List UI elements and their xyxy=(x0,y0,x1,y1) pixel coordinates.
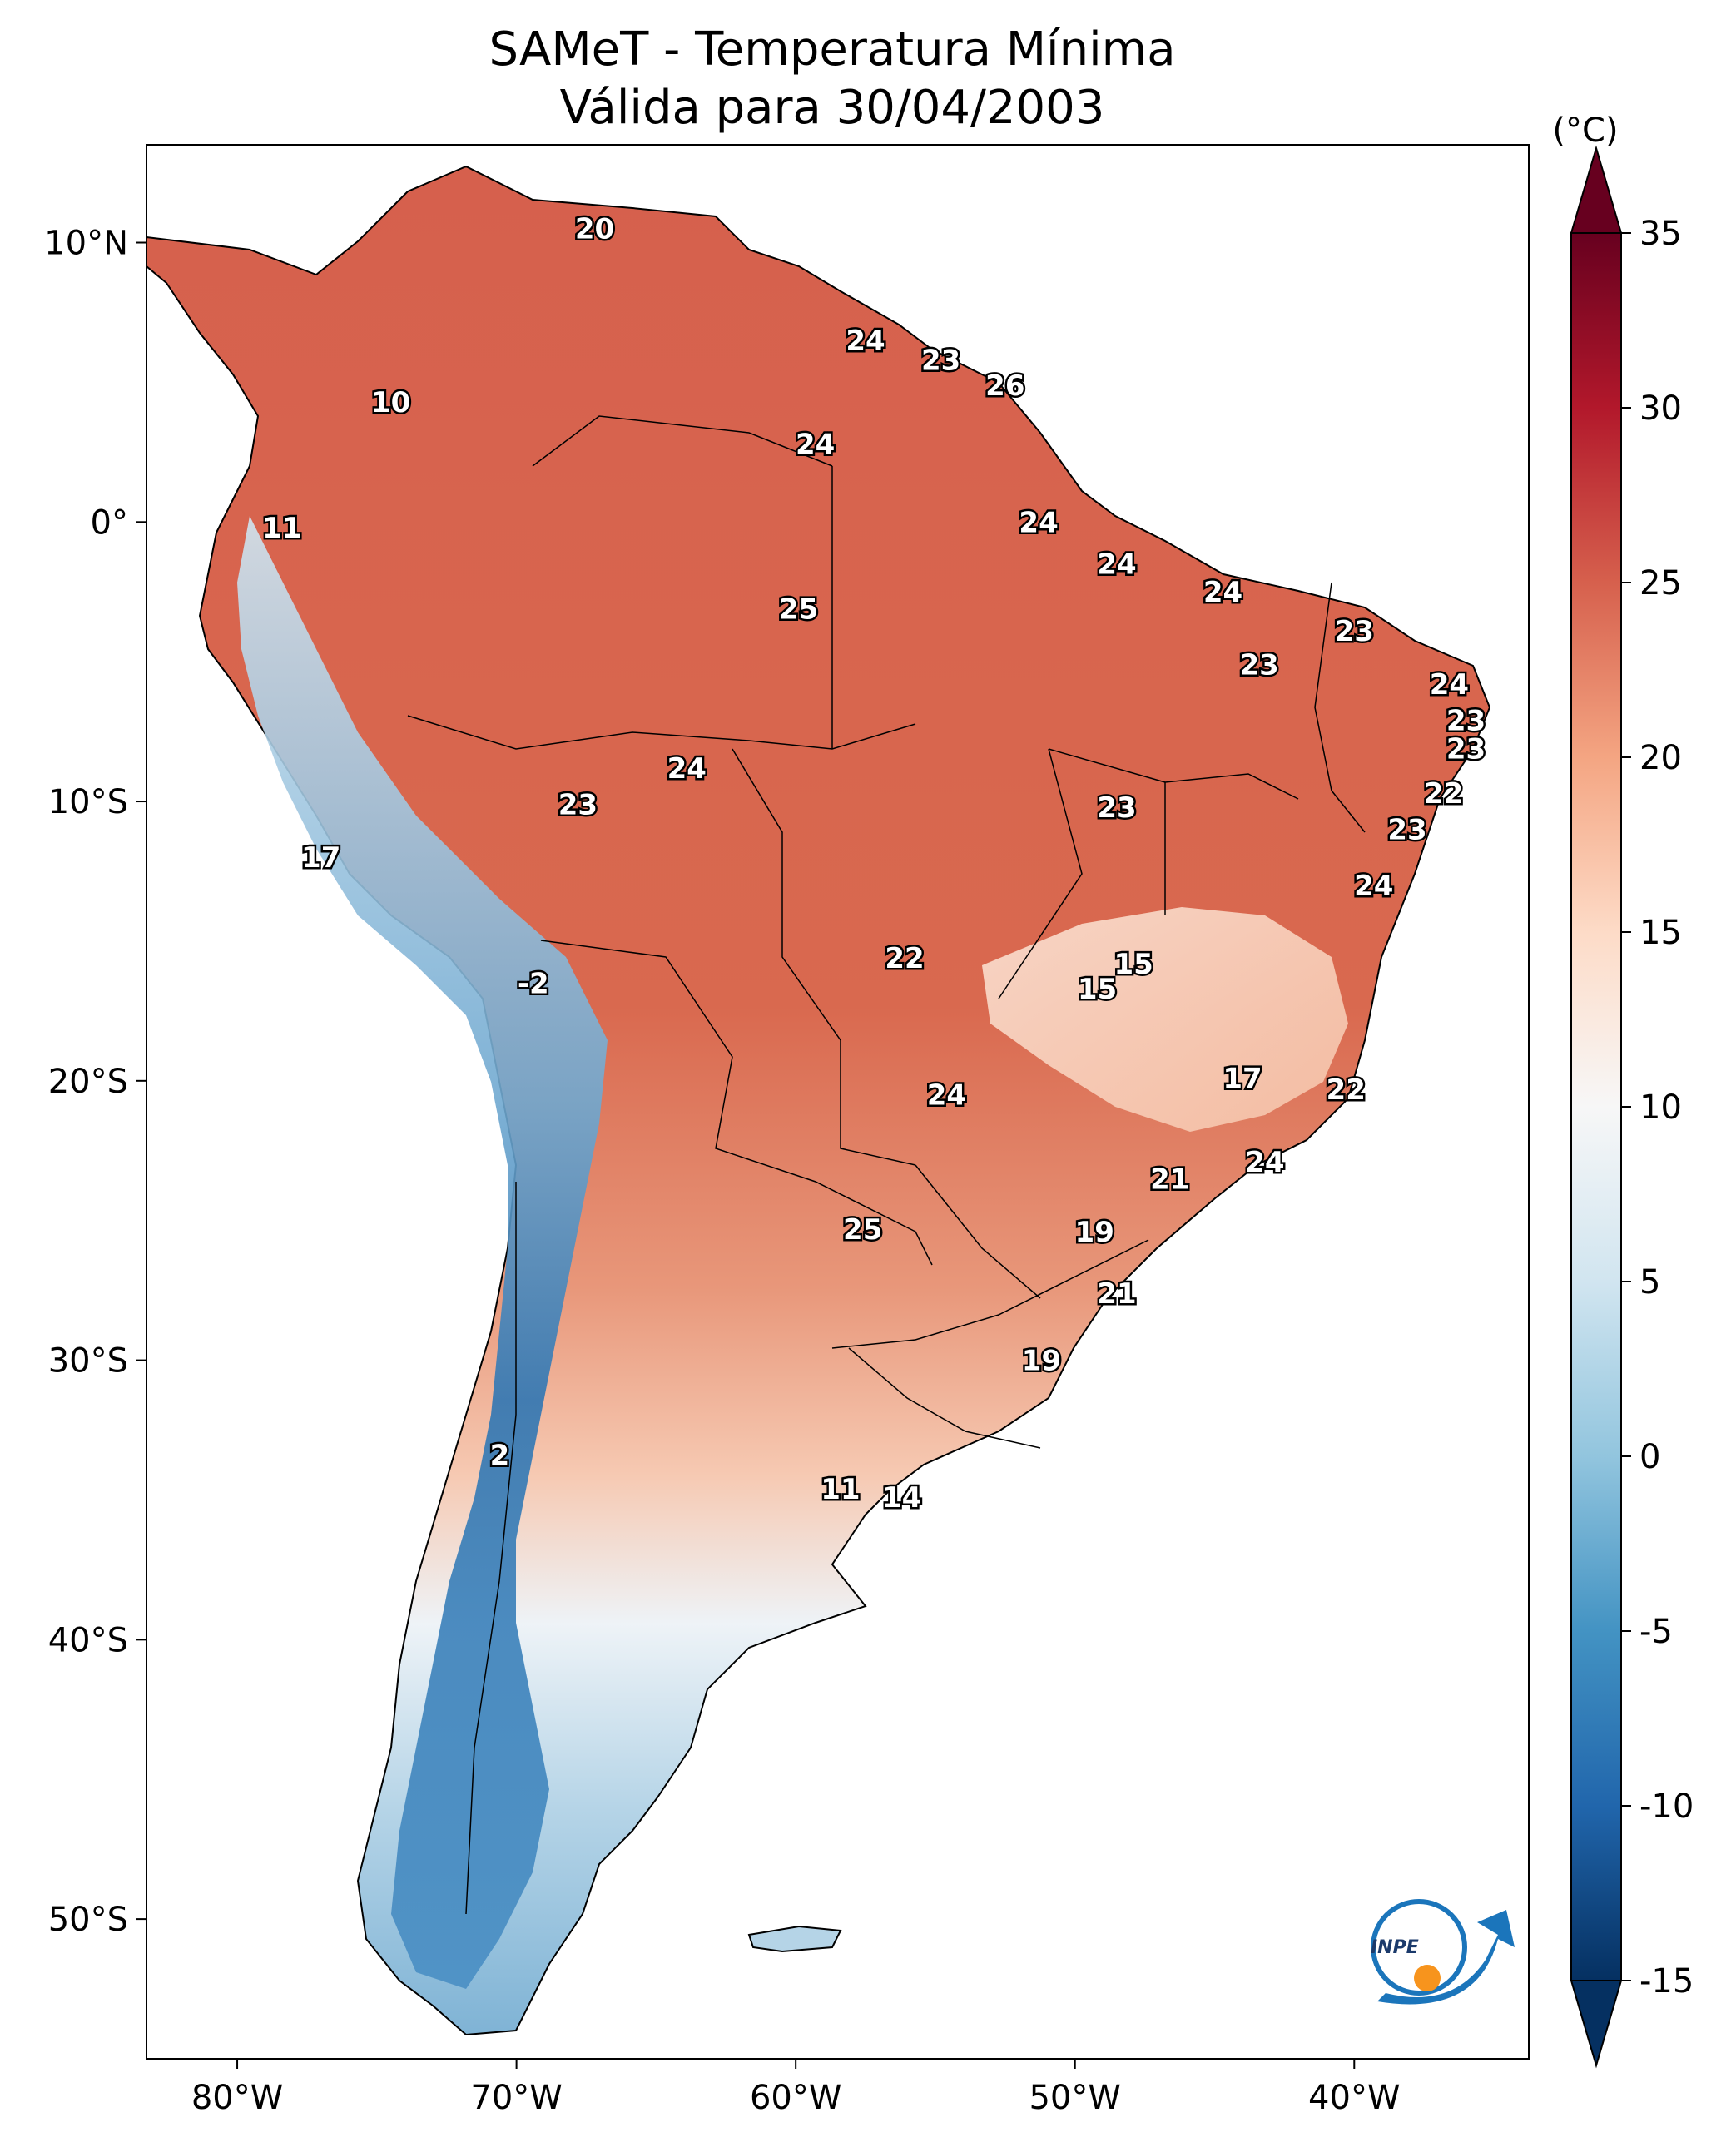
station-value-label: 24 xyxy=(1245,1146,1284,1179)
station-value-label: 23 xyxy=(1335,615,1374,648)
falkland-islands xyxy=(747,1925,842,1953)
colorbar-tick-label: 15 xyxy=(1639,914,1682,952)
colorbar-tick-label: 20 xyxy=(1639,739,1682,777)
x-tick-label: 40°W xyxy=(1308,2079,1400,2117)
logo-dot xyxy=(1414,1965,1441,1991)
colorbar-body xyxy=(1570,232,1622,1981)
colorbar-tick-label: 10 xyxy=(1639,1088,1682,1127)
station-value-label: 25 xyxy=(779,593,818,626)
station-value-label: -2 xyxy=(518,967,549,1000)
station-value-label: 10 xyxy=(371,386,410,419)
map-panel xyxy=(146,144,1530,2060)
country-borders xyxy=(407,415,1366,1915)
colorbar-tick-label: 0 xyxy=(1639,1438,1660,1476)
station-value-label: 24 xyxy=(1203,576,1242,609)
station-value-label: 23 xyxy=(1446,705,1486,738)
colorbar-tick-label: 25 xyxy=(1639,564,1682,602)
station-value-label: 24 xyxy=(927,1079,966,1113)
x-tick-label: 80°W xyxy=(191,2079,283,2117)
colorbar-tick-label: -5 xyxy=(1639,1613,1673,1651)
station-value-label: 23 xyxy=(1097,791,1136,825)
y-tick-label: 10°S xyxy=(48,783,128,821)
chart-title-line-1: SAMeT - Temperatura Mínima xyxy=(489,22,1175,77)
logo-arrow-icon xyxy=(1377,1910,1515,2005)
station-value-label: 19 xyxy=(1022,1345,1061,1378)
colorbar-tick-label: -10 xyxy=(1639,1788,1694,1826)
logo-text: INPE xyxy=(1371,1937,1419,1958)
y-tick-label: 0° xyxy=(91,503,128,542)
station-value-label: 22 xyxy=(885,942,924,975)
station-value-label: 24 xyxy=(1097,548,1136,582)
station-value-label: 2 xyxy=(490,1440,510,1473)
chart-title-line-2: Válida para 30/04/2003 xyxy=(560,81,1105,135)
andes-cold-band xyxy=(237,516,608,1989)
station-value-label: 11 xyxy=(262,512,301,545)
station-value-label: 24 xyxy=(1354,870,1393,903)
station-value-label: 21 xyxy=(1097,1277,1136,1311)
station-value-label: 22 xyxy=(1424,777,1463,811)
inpe-logo: INPE xyxy=(1371,1899,1515,2005)
station-value-label: 22 xyxy=(1327,1074,1366,1107)
logo-ring xyxy=(1371,1899,1467,1996)
station-value-label: 21 xyxy=(1150,1163,1189,1196)
x-tick-label: 60°W xyxy=(750,2079,841,2117)
station-value-label: 23 xyxy=(558,788,598,821)
station-value-label: 23 xyxy=(921,345,960,378)
y-tick-label: 10°N xyxy=(44,225,128,263)
station-value-label: 23 xyxy=(1446,732,1486,766)
y-tick-label: 40°S xyxy=(48,1621,128,1659)
station-value-label: 24 xyxy=(796,428,835,461)
y-tick-label: 20°S xyxy=(48,1063,128,1101)
station-value-label: 23 xyxy=(1240,649,1279,682)
x-tick-label: 50°W xyxy=(1029,2079,1120,2117)
colorbar-ticks: 35 30 25 20 15 10 5 0 -5 -10 -15 xyxy=(1621,215,1694,2001)
station-value-label: 24 xyxy=(1019,506,1058,539)
station-value-label: 24 xyxy=(667,752,707,786)
colorbar-tick-label: -15 xyxy=(1639,1962,1694,2001)
colorbar-extend-top xyxy=(1570,145,1623,234)
x-axis-ticks: 80°W 70°W 60°W 50°W 40°W xyxy=(191,2059,1401,2117)
station-value-label: 19 xyxy=(1075,1216,1114,1249)
station-value-label: 20 xyxy=(575,213,614,246)
station-value-label: 15 xyxy=(1078,973,1117,1006)
station-value-label: 25 xyxy=(843,1213,882,1247)
station-value-label: 24 xyxy=(1430,668,1469,702)
colorbar: (°C) 35 30 25 20 15 10 5 0 -5 -10 -15 xyxy=(1552,112,1694,2069)
x-tick-label: 70°W xyxy=(470,2079,562,2117)
colorbar-tick-label: 5 xyxy=(1639,1263,1660,1302)
station-value-label: 24 xyxy=(846,325,885,358)
colorbar-extend-bottom xyxy=(1570,1980,1623,2069)
station-value-label: 17 xyxy=(301,841,340,875)
station-value-label: 15 xyxy=(1114,948,1153,981)
y-tick-label: 30°S xyxy=(48,1342,128,1381)
colorbar-tick-label: 30 xyxy=(1639,389,1682,428)
station-value-label: 17 xyxy=(1223,1062,1262,1095)
station-value-label: 23 xyxy=(1387,814,1426,847)
y-tick-label: 50°S xyxy=(48,1901,128,1939)
colorbar-tick-label: 35 xyxy=(1639,215,1682,253)
station-value-label: 11 xyxy=(821,1473,860,1506)
station-value-label: 26 xyxy=(985,369,1024,403)
station-value-label: 14 xyxy=(882,1481,921,1515)
y-axis-ticks: 10°N 0° 10°S 20°S 30°S 40°S 50°S xyxy=(44,225,146,1939)
highlands-cool-area xyxy=(982,907,1348,1132)
colorbar-unit: (°C) xyxy=(1552,112,1618,150)
